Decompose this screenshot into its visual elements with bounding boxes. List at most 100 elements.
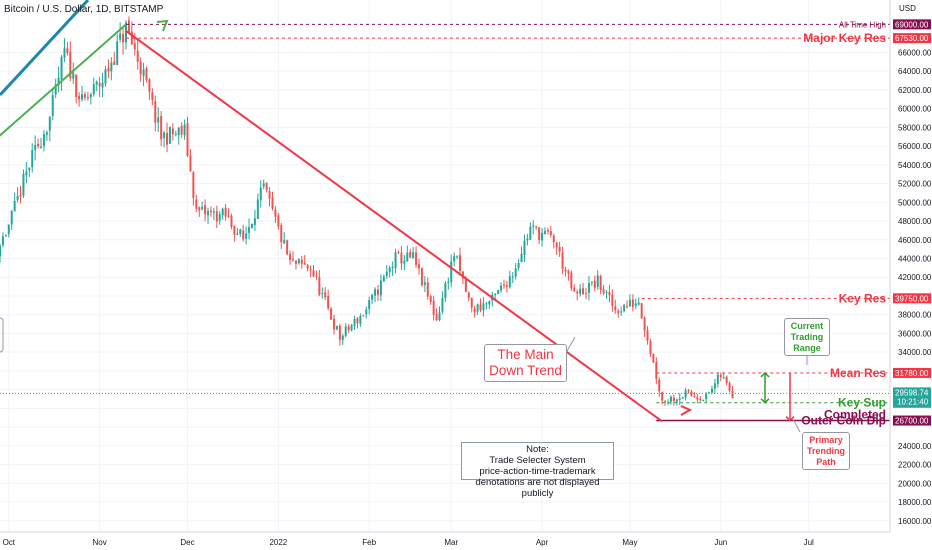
candle-body [687, 390, 690, 392]
candle-body [268, 191, 271, 199]
level-tag-all-time-high [893, 19, 931, 30]
main-trend-line-1: The Main [497, 347, 554, 362]
candle-body [555, 242, 558, 248]
price-axis[interactable]: 16000.00 18000.00 20000.00 22000.00 24000.00… [889, 0, 932, 532]
candle-body [699, 398, 702, 401]
candle-body [690, 391, 693, 396]
candle-body [19, 195, 22, 197]
candle-body [171, 128, 174, 135]
primary-path-line-1: Primary [809, 435, 843, 445]
note-line-1: Note: [526, 444, 549, 455]
candle-body [315, 275, 318, 277]
candle-body [353, 319, 356, 327]
candle-body [438, 312, 441, 320]
candle-body [142, 69, 145, 77]
candle-body [696, 397, 699, 400]
candle-body [133, 43, 136, 50]
candle-body [587, 282, 590, 293]
candle-body [450, 261, 453, 283]
offscreen-note-edge [0, 317, 4, 353]
candle-body [626, 305, 629, 307]
candle-body [432, 300, 435, 315]
time-tick-label: Mar [444, 538, 458, 547]
candle-body [716, 374, 719, 384]
candle-body [649, 341, 652, 355]
candle-body [122, 34, 125, 43]
candle-body [561, 252, 564, 269]
candle-body [277, 215, 280, 227]
primary-path-line-3: Path [816, 457, 836, 467]
time-axis[interactable]: Oct Nov Dec 2022 Feb Mar Apr May Jun Jul [0, 531, 890, 547]
candle-body [198, 207, 201, 211]
candle-body [297, 259, 300, 264]
candle-body [306, 265, 309, 269]
candle-body [256, 199, 259, 219]
price-tick-label: 18000.00 [898, 498, 932, 507]
candle-body [300, 259, 303, 264]
candle-body [620, 311, 623, 313]
candle-body [693, 396, 696, 398]
candle-body [4, 234, 7, 236]
price-tick-label: 24000.00 [898, 442, 932, 451]
candle-body [110, 62, 113, 72]
candle-body [508, 276, 511, 288]
candle-body [675, 399, 678, 402]
candle-body [98, 82, 101, 87]
time-tick-label: Dec [180, 538, 194, 547]
candle-body [549, 231, 552, 235]
candle-body [31, 150, 34, 168]
candle-body [177, 127, 180, 136]
level-name-all-time-high: All Time High [839, 20, 886, 29]
candle-body [505, 285, 508, 287]
long-term-trend-line [0, 0, 90, 97]
candle-body [195, 199, 198, 209]
level-name-major-key-res: Major Key Res [803, 31, 886, 45]
time-tick-label: Oct [3, 538, 16, 547]
candle-body [250, 223, 253, 229]
price-tick-label: 56000.00 [898, 142, 932, 151]
candle-body [664, 400, 667, 402]
candle-body [564, 269, 567, 272]
candle-body [60, 56, 63, 80]
candle-body [368, 300, 371, 310]
candle-body [262, 183, 265, 187]
primary-path-line-2: Trending [807, 446, 845, 456]
candle-body [400, 252, 403, 264]
candle-body [585, 293, 587, 295]
time-tick-label: Apr [536, 538, 549, 547]
note-line-2: Trade Selecter System [489, 455, 586, 466]
candle-body [25, 171, 28, 176]
candle-body [113, 61, 116, 65]
price-tick-label: 54000.00 [898, 161, 932, 170]
candle-body [224, 207, 227, 217]
candle-body [669, 396, 672, 402]
candle-body [602, 289, 605, 294]
time-tick-label: Nov [93, 538, 107, 547]
candle-body [57, 77, 60, 86]
candle-body [593, 280, 596, 288]
candle-body [239, 229, 242, 234]
candle-body [204, 205, 207, 215]
candle-body [570, 272, 573, 289]
level-tag-mean-res [893, 367, 931, 378]
candle-body [294, 260, 297, 264]
candle-body [127, 20, 130, 34]
candle-body [192, 172, 195, 198]
current-range-line-1: Current [790, 321, 824, 331]
level-tag-major-key-res [893, 33, 931, 44]
price-tick-label: 58000.00 [898, 123, 932, 132]
price-tick-label: 62000.00 [898, 86, 932, 95]
candle-body [552, 235, 555, 243]
candle-body [441, 297, 444, 312]
candle-body [136, 50, 139, 62]
candle-body [356, 318, 359, 324]
candle-body [517, 262, 520, 268]
candle-body [605, 292, 608, 294]
candle-body [16, 196, 19, 200]
path-arrow-head [785, 416, 795, 422]
candle-body [599, 276, 602, 291]
candle-body [461, 271, 464, 279]
candle-body [151, 92, 154, 100]
price-tick-label: 16000.00 [898, 517, 932, 526]
candle-body [189, 155, 192, 172]
